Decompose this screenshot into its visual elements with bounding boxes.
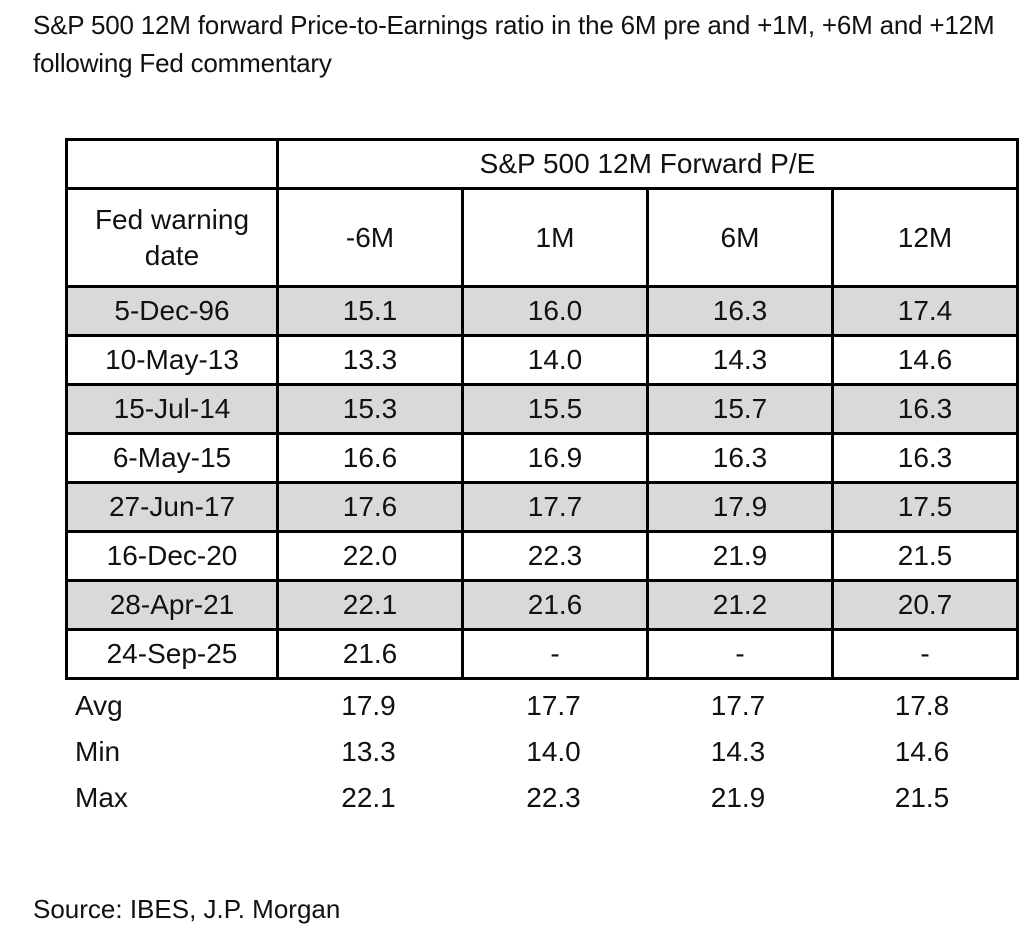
value-cell: 21.9 xyxy=(646,530,834,582)
value-cell: 21.6 xyxy=(461,579,649,631)
value-cell: 14.6 xyxy=(831,334,1019,386)
value-cell: 16.6 xyxy=(276,432,464,484)
value-cell: 20.7 xyxy=(831,579,1019,631)
group-header-cell: S&P 500 12M Forward P/E xyxy=(276,138,1019,190)
value-cell: 17.6 xyxy=(276,481,464,533)
value-cell: 17.4 xyxy=(831,285,1019,337)
date-cell: 28-Apr-21 xyxy=(65,579,279,631)
table-row: 27-Jun-17 17.6 17.7 17.9 17.5 xyxy=(65,481,1019,533)
value-cell: 17.7 xyxy=(461,481,649,533)
value-cell: 21.2 xyxy=(646,579,834,631)
summary-value: 13.3 xyxy=(341,736,396,767)
group-header-row: S&P 500 12M Forward P/E xyxy=(65,138,1019,190)
date-cell: 16-Dec-20 xyxy=(65,530,279,582)
value-cell: 16.3 xyxy=(831,432,1019,484)
value-cell: 16.3 xyxy=(646,432,834,484)
table-row: 6-May-15 16.6 16.9 16.3 16.3 xyxy=(65,432,1019,484)
date-cell: 6-May-15 xyxy=(65,432,279,484)
value-cell: 14.0 xyxy=(461,334,649,386)
summary-value: 17.9 xyxy=(341,690,396,721)
summary-value: 17.8 xyxy=(894,690,950,721)
summary-value: 14.0 xyxy=(526,736,581,767)
summary-section: Avg 17.9 17.7 17.7 17.8 Min 13.3 14.0 14… xyxy=(65,683,1014,821)
value-cell: 15.7 xyxy=(646,383,834,435)
summary-value: 22.3 xyxy=(526,782,581,813)
spacer-cell xyxy=(65,138,279,190)
pe-table: S&P 500 12M Forward P/E Fed warning date… xyxy=(65,138,1019,680)
row-header-cell: Fed warning date xyxy=(65,187,279,288)
value-cell: - xyxy=(831,628,1019,680)
source-note: Source: IBES, J.P. Morgan xyxy=(33,894,341,924)
table-row: 16-Dec-20 22.0 22.3 21.9 21.5 xyxy=(65,530,1019,582)
table-row: 5-Dec-96 15.1 16.0 16.3 17.4 xyxy=(65,285,1019,337)
summary-value: 17.7 xyxy=(526,690,581,721)
value-cell: 15.1 xyxy=(276,285,464,337)
page-title: S&P 500 12M forward Price-to-Earnings ra… xyxy=(33,10,995,78)
value-cell: 15.3 xyxy=(276,383,464,435)
value-cell: - xyxy=(646,628,834,680)
table-row: 28-Apr-21 22.1 21.6 21.2 20.7 xyxy=(65,579,1019,631)
table-row: 15-Jul-14 15.3 15.5 15.7 16.3 xyxy=(65,383,1019,435)
value-cell: 14.3 xyxy=(646,334,834,386)
summary-value: 22.1 xyxy=(341,782,396,813)
summary-label: Avg xyxy=(75,690,123,721)
column-header-minus6m: -6M xyxy=(276,187,464,288)
date-cell: 24-Sep-25 xyxy=(65,628,279,680)
date-cell: 15-Jul-14 xyxy=(65,383,279,435)
value-cell: - xyxy=(461,628,649,680)
column-header-12m: 12M xyxy=(831,187,1019,288)
column-header-row: Fed warning date -6M 1M 6M 12M xyxy=(65,187,1019,288)
value-cell: 16.0 xyxy=(461,285,649,337)
date-cell: 10-May-13 xyxy=(65,334,279,386)
date-cell: 27-Jun-17 xyxy=(65,481,279,533)
value-cell: 22.1 xyxy=(276,579,464,631)
value-cell: 13.3 xyxy=(276,334,464,386)
summary-value: 17.7 xyxy=(710,690,766,721)
summary-value: 21.9 xyxy=(710,782,766,813)
value-cell: 16.3 xyxy=(646,285,834,337)
column-header-1m: 1M xyxy=(461,187,649,288)
value-cell: 16.3 xyxy=(831,383,1019,435)
value-cell: 17.5 xyxy=(831,481,1019,533)
table-row: 10-May-13 13.3 14.0 14.3 14.6 xyxy=(65,334,1019,386)
value-cell: 17.9 xyxy=(646,481,834,533)
value-cell: 21.5 xyxy=(831,530,1019,582)
summary-value: 14.6 xyxy=(894,736,950,767)
summary-label: Min xyxy=(75,736,121,767)
date-cell: 5-Dec-96 xyxy=(65,285,279,337)
value-cell: 16.9 xyxy=(461,432,649,484)
value-cell: 22.0 xyxy=(276,530,464,582)
value-cell: 22.3 xyxy=(461,530,649,582)
column-header-6m: 6M xyxy=(646,187,834,288)
summary-value: 21.5 xyxy=(894,782,950,813)
value-cell: 15.5 xyxy=(461,383,649,435)
summary-label: Max xyxy=(75,782,128,813)
table-row: 24-Sep-25 21.6 - - - xyxy=(65,628,1019,680)
value-cell: 21.6 xyxy=(276,628,464,680)
summary-value: 14.3 xyxy=(710,736,766,767)
